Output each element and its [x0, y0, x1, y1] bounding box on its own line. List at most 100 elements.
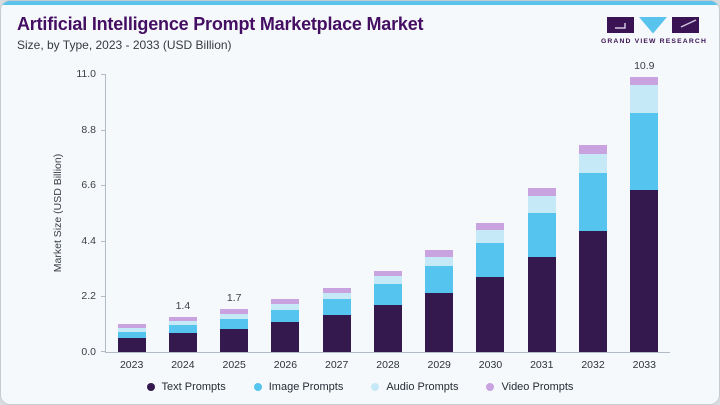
bar-column-2024: 1.4 2024: [157, 74, 208, 371]
top-accent-bar: [1, 1, 719, 5]
bar-column-2027: 2027: [311, 74, 362, 371]
legend-dot-video-prompts: [486, 383, 495, 391]
bar-value-label-2024: 1.4: [175, 299, 191, 312]
segment-image-prompts-2033: [630, 113, 659, 191]
segment-text-prompts-2031: [527, 257, 556, 352]
segment-video-prompts-2027: [322, 287, 351, 293]
segment-audio-prompts-2027: [322, 292, 351, 300]
segment-video-prompts-2030: [476, 222, 505, 230]
bar-2027: [322, 287, 351, 352]
segment-text-prompts-2032: [579, 230, 608, 352]
y-tick-label: 4.4: [81, 234, 96, 247]
y-tick-mark: [101, 240, 106, 242]
bar-column-2032: 2032: [567, 74, 618, 371]
gvr-logo-icon: [606, 17, 699, 34]
bar-2025: [220, 309, 249, 352]
bar-column-2028: 2028: [362, 74, 413, 371]
plot-area: 0.0 2.2 4.4 6.6 8.8 11.0 2023 1.4 2024 1.7 2025 202…: [76, 60, 670, 371]
legend-item-text-prompts: Text Prompts: [146, 381, 226, 393]
bar-column-2029: 2029: [414, 74, 465, 371]
report-header: Artificial Intelligence Prompt Marketpla…: [17, 14, 707, 52]
page-title: Artificial Intelligence Prompt Marketpla…: [17, 14, 424, 34]
segment-audio-prompts-2023: [117, 328, 146, 332]
segment-audio-prompts-2026: [271, 303, 300, 311]
x-tick-label-2027: 2027: [325, 359, 349, 371]
segment-text-prompts-2025: [220, 329, 249, 352]
segment-video-prompts-2032: [579, 144, 608, 155]
segment-video-prompts-2023: [117, 324, 146, 329]
legend-item-video-prompts: Video Prompts: [486, 381, 573, 393]
bar-value-label-2025: 1.7: [226, 292, 242, 305]
segment-image-prompts-2030: [476, 242, 505, 278]
bar-2033: [630, 76, 659, 352]
bar-value-label-2033: 10.9: [634, 59, 655, 72]
segment-image-prompts-2025: [220, 319, 249, 330]
brand-name: GRAND VIEW RESEARCH: [600, 38, 707, 45]
bar-column-2025: 1.7 2025: [209, 74, 260, 371]
bar-2028: [373, 270, 402, 352]
segment-audio-prompts-2028: [373, 276, 402, 284]
segment-text-prompts-2026: [271, 322, 300, 352]
bar-2023: [117, 324, 146, 352]
x-tick-label-2023: 2023: [119, 359, 144, 371]
segment-image-prompts-2028: [373, 283, 402, 306]
segment-image-prompts-2032: [579, 172, 608, 231]
y-tick-mark: [101, 129, 106, 131]
legend-label-text-prompts: Text Prompts: [161, 381, 226, 393]
x-tick-label-2032: 2032: [581, 359, 605, 371]
bar-2031: [527, 187, 556, 352]
legend-item-image-prompts: Image Prompts: [253, 381, 344, 393]
x-tick-label-2024: 2024: [171, 359, 195, 371]
segment-text-prompts-2029: [425, 292, 454, 352]
x-tick-label-2029: 2029: [427, 359, 451, 371]
x-tick-label-2033: 2033: [632, 359, 656, 371]
y-axis-title: Market Size (USD Billion): [52, 153, 64, 273]
x-tick-label-2025: 2025: [222, 359, 246, 371]
y-tick-mark: [101, 185, 106, 187]
segment-image-prompts-2027: [322, 299, 351, 316]
legend-dot-text-prompts: [146, 383, 155, 391]
x-tick-label-2026: 2026: [273, 359, 298, 371]
segment-text-prompts-2023: [117, 337, 146, 352]
segment-video-prompts-2028: [373, 270, 402, 277]
segment-text-prompts-2030: [476, 277, 505, 352]
segment-text-prompts-2028: [373, 305, 402, 352]
segment-audio-prompts-2025: [220, 313, 249, 320]
bar-2029: [425, 250, 454, 352]
y-tick-label: 11.0: [76, 68, 96, 80]
segment-video-prompts-2026: [271, 298, 300, 304]
chart-legend: Text Prompts Image Prompts Audio Prompts Vi…: [1, 381, 719, 393]
y-tick-mark: [101, 296, 106, 298]
legend-dot-image-prompts: [253, 383, 262, 391]
segment-image-prompts-2026: [271, 310, 300, 323]
bar-column-2031: 2031: [516, 74, 567, 371]
bars-container: 2023 1.4 2024 1.7 2025 2026 2027 2028 2029 2030 20…: [106, 60, 670, 371]
bar-2032: [579, 144, 608, 352]
segment-video-prompts-2033: [630, 76, 659, 85]
segment-audio-prompts-2032: [579, 154, 608, 173]
bar-2024: [168, 316, 197, 352]
segment-audio-prompts-2033: [630, 84, 659, 114]
legend-item-audio-prompts: Audio Prompts: [371, 381, 458, 393]
x-tick-label-2030: 2030: [478, 359, 503, 371]
page-subtitle: Size, by Type, 2023 - 2033 (USD Billion): [17, 37, 232, 52]
segment-video-prompts-2029: [425, 250, 454, 258]
bar-2030: [476, 222, 505, 352]
segment-audio-prompts-2030: [476, 229, 505, 243]
segment-audio-prompts-2031: [527, 196, 556, 214]
bar-2026: [271, 298, 300, 352]
y-tick-label: 6.6: [81, 179, 96, 192]
title-block: Artificial Intelligence Prompt Marketpla…: [17, 14, 424, 52]
x-tick-label-2031: 2031: [530, 359, 554, 371]
y-tick-label: 2.2: [81, 290, 96, 303]
segment-video-prompts-2025: [220, 309, 249, 314]
segment-text-prompts-2024: [168, 333, 197, 352]
bar-column-2026: 2026: [260, 74, 311, 371]
y-tick-mark: [101, 74, 106, 75]
legend-label-image-prompts: Image Prompts: [268, 381, 344, 393]
segment-text-prompts-2033: [630, 190, 659, 352]
legend-label-audio-prompts: Audio Prompts: [386, 381, 459, 393]
y-tick-label: 8.8: [81, 123, 96, 136]
